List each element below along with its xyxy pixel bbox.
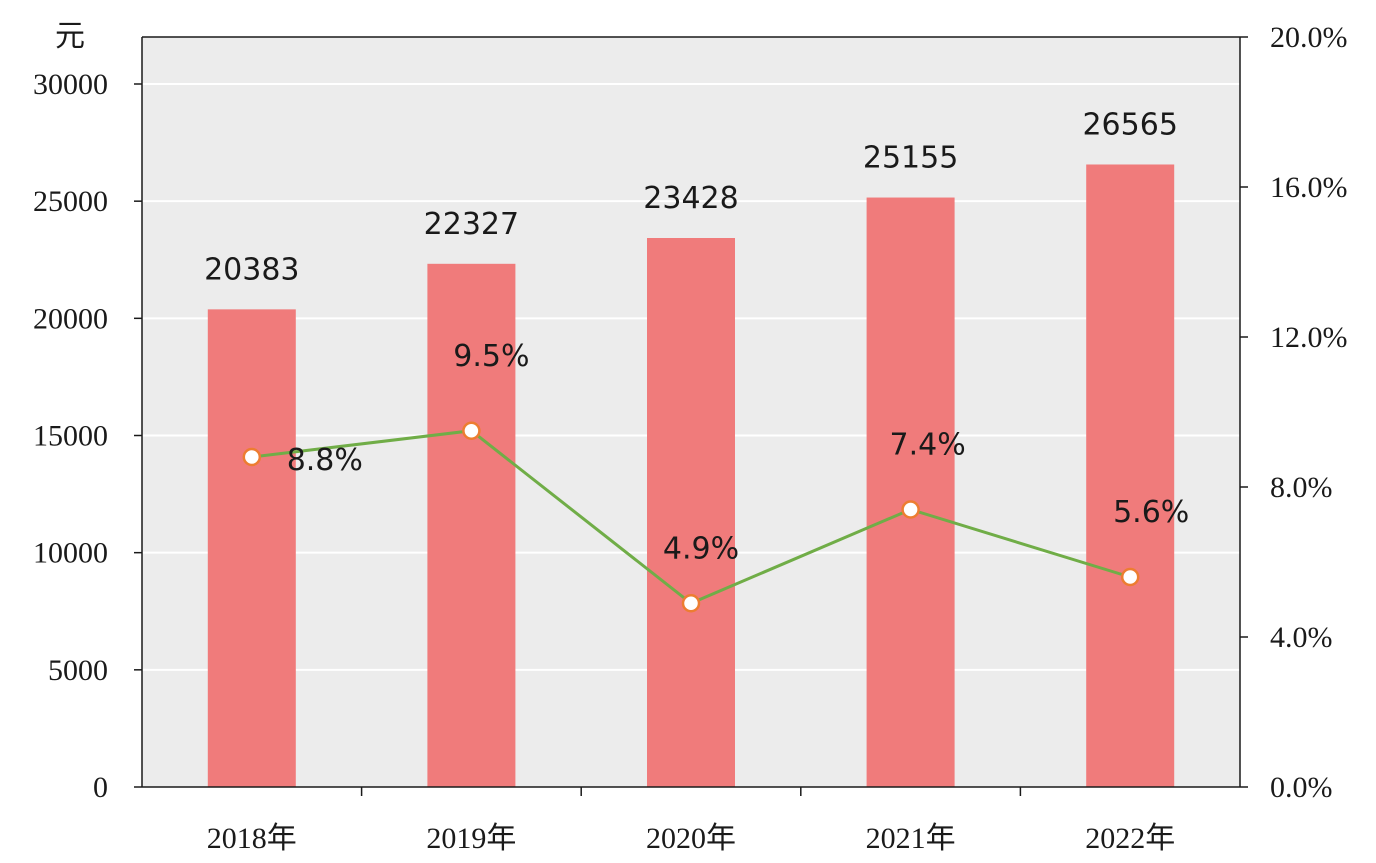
- y-left-tick-label: 25000: [33, 185, 108, 218]
- line-value-label: 5.6%: [1113, 495, 1189, 530]
- y-right-tick-label: 20.0%: [1270, 21, 1348, 54]
- y-right-tick-label: 12.0%: [1270, 321, 1348, 354]
- y-right-tick-label: 16.0%: [1270, 171, 1348, 204]
- y-right-tick-label: 8.0%: [1270, 471, 1333, 504]
- y-left-tick-label: 20000: [33, 302, 108, 335]
- line-value-label: 4.9%: [663, 531, 739, 566]
- bar: [207, 309, 296, 787]
- bar: [427, 263, 516, 787]
- bar-value-label: 25155: [863, 141, 958, 176]
- x-tick-label: 2018年: [207, 822, 297, 855]
- y-left-tick-label: 5000: [48, 654, 108, 687]
- bar: [866, 197, 955, 788]
- y-right-tick-label: 0.0%: [1270, 771, 1333, 804]
- line-marker: [901, 500, 920, 519]
- y-right-tick-label: 4.0%: [1270, 621, 1333, 654]
- bar: [647, 238, 735, 788]
- axes: 0 5000 10000 15000 20000 25000 30000 0.0% 4.0% 8.…: [33, 21, 1348, 855]
- x-tick-label: 2019年: [426, 822, 516, 855]
- line-marker: [1120, 567, 1140, 587]
- line-marker: [242, 447, 262, 467]
- x-tick-label: 2021年: [866, 822, 956, 855]
- bar-value-label: 22327: [424, 207, 519, 242]
- bar-value-label: 20383: [204, 252, 299, 287]
- data-labels: 20383 22327 23428 25155 26565 8.8% 9.5% 4.9% 7.4…: [204, 107, 1189, 566]
- y-left-tick-label: 0: [93, 771, 108, 804]
- line-marker: [681, 594, 701, 613]
- y-left-tick-label: 15000: [33, 420, 108, 453]
- line-value-label: 8.8%: [287, 443, 363, 478]
- bar: [1086, 164, 1175, 787]
- line-value-label: 7.4%: [889, 428, 965, 463]
- x-tick-label: 2020年: [646, 822, 736, 855]
- bar-value-label: 23428: [643, 181, 738, 216]
- x-tick-label: 2022年: [1085, 822, 1175, 855]
- line-value-label: 9.5%: [453, 339, 529, 374]
- bar-value-label: 26565: [1082, 107, 1177, 142]
- line-marker: [462, 421, 481, 440]
- y-left-tick-label: 30000: [33, 68, 108, 101]
- line-series: [242, 421, 1140, 613]
- y-left-tick-label: 10000: [33, 537, 108, 570]
- bar-series: [207, 164, 1175, 788]
- y-left-unit-label: 元: [55, 19, 85, 54]
